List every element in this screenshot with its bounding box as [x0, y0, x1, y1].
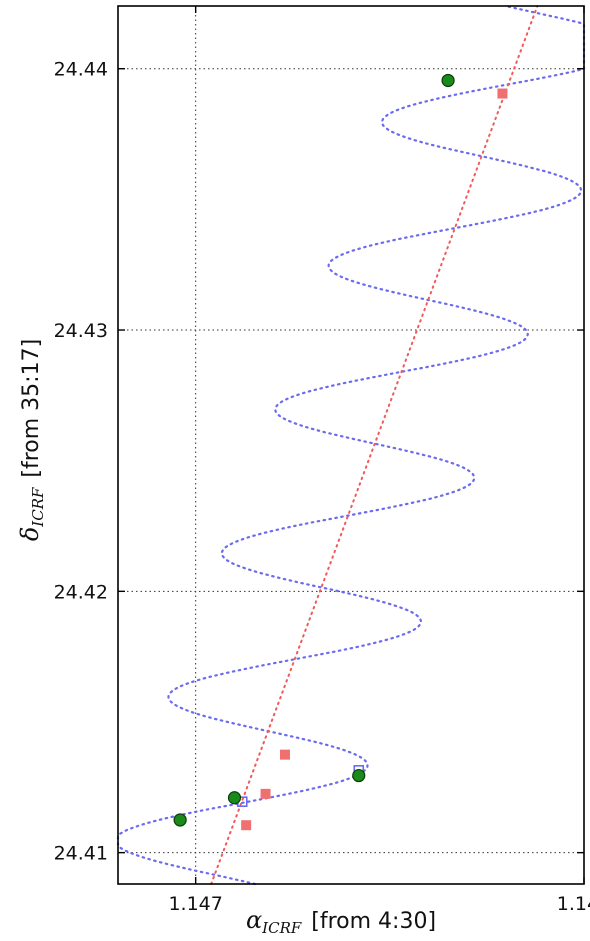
- observed-point: [441, 73, 455, 88]
- y-tick-label: 24.41: [54, 843, 108, 865]
- plot-frame: [117, 5, 585, 885]
- observed-point: [173, 813, 187, 827]
- x-tick-label: 1.147: [168, 893, 222, 915]
- x-tick-label: 1.146: [557, 893, 590, 915]
- y-tick-label: 24.44: [54, 59, 108, 81]
- observed-point: [352, 768, 366, 783]
- observed-point: [227, 791, 242, 805]
- y-tick-label: 24.42: [54, 581, 108, 603]
- data-points: [173, 73, 508, 831]
- model-point-red: [260, 788, 271, 799]
- x-axis-label: αICRF [from 4:30]: [246, 906, 436, 937]
- series-lines: [116, 4, 586, 886]
- linear-motion-line: [210, 5, 539, 885]
- y-tick-label: 24.43: [54, 320, 108, 342]
- axis-ticks: 1.147 1.146 24.41 24.42 24.43 24.44: [54, 6, 590, 915]
- wobble-motion-curve: [116, 4, 586, 886]
- model-point-red: [241, 820, 252, 831]
- y-axis-label: δICRF[from 35:17]: [16, 339, 47, 541]
- grid: [118, 6, 585, 884]
- model-point-red: [279, 749, 290, 760]
- model-point-red: [497, 88, 508, 99]
